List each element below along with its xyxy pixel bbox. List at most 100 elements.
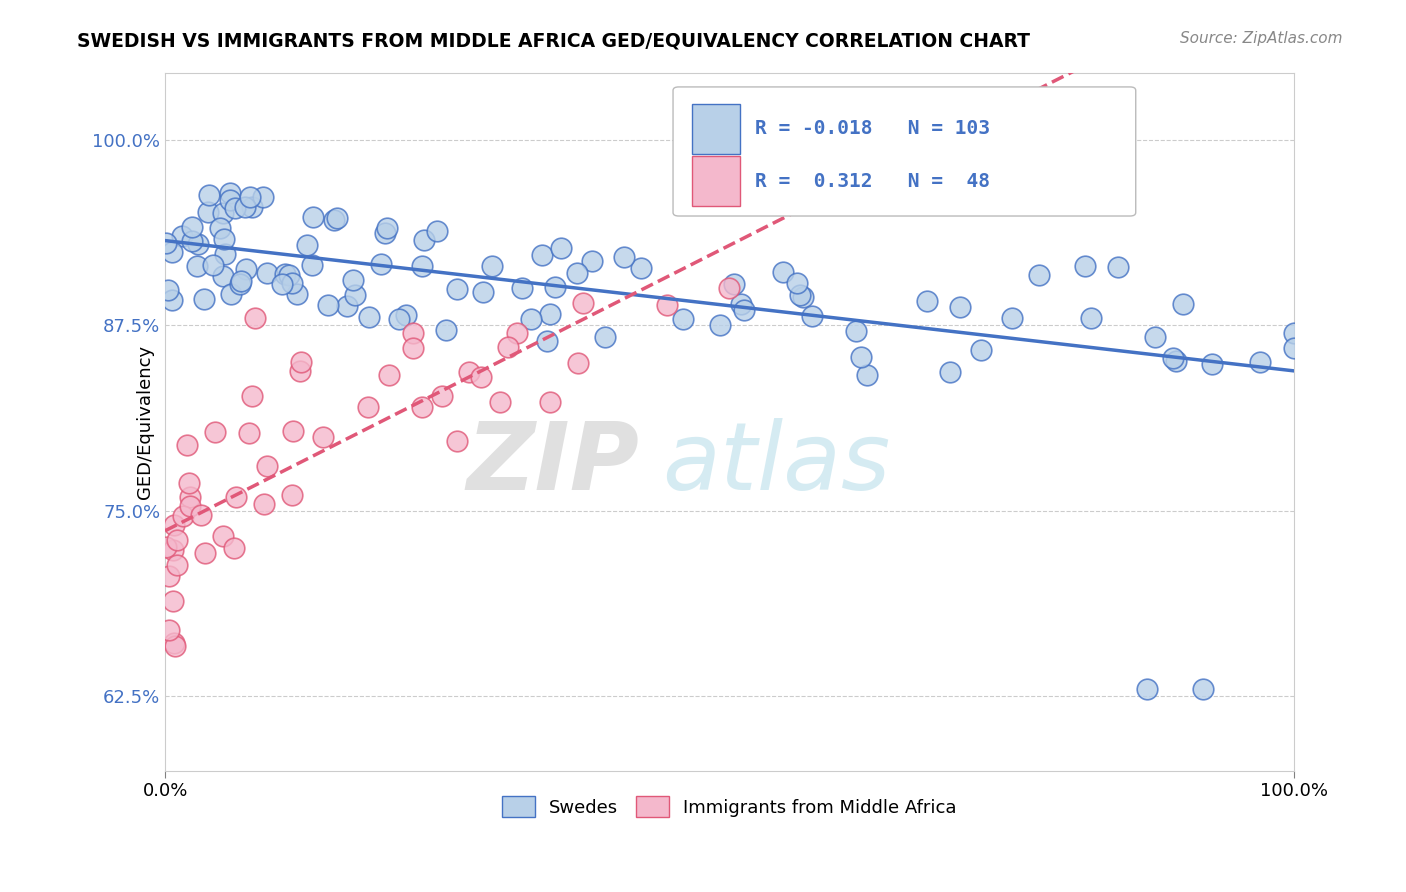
Point — [155, 235, 177, 250]
Point — [225, 491, 247, 505]
Point — [709, 318, 731, 333]
Point — [593, 330, 616, 344]
Point — [845, 324, 868, 338]
Point — [228, 277, 250, 291]
Point — [160, 293, 183, 307]
Point — [536, 334, 558, 349]
Point — [202, 258, 225, 272]
Point — [531, 247, 554, 261]
Point — [772, 265, 794, 279]
Point — [342, 273, 364, 287]
Point — [212, 232, 235, 246]
Point — [312, 430, 335, 444]
Point — [402, 341, 425, 355]
Point — [156, 283, 179, 297]
Point — [172, 229, 194, 244]
Point — [162, 543, 184, 558]
Point — [181, 234, 204, 248]
Point — [571, 296, 593, 310]
Point — [179, 490, 201, 504]
Point — [370, 257, 392, 271]
Point — [718, 281, 741, 295]
Point — [1161, 351, 1184, 365]
FancyBboxPatch shape — [673, 87, 1136, 216]
Point — [274, 267, 297, 281]
Point — [290, 364, 312, 378]
Point — [239, 189, 262, 203]
FancyBboxPatch shape — [692, 103, 740, 154]
Point — [786, 276, 808, 290]
Point — [157, 623, 180, 637]
Point — [253, 497, 276, 511]
Point — [344, 288, 367, 302]
Point — [357, 400, 380, 414]
Point — [544, 279, 567, 293]
Point — [939, 366, 962, 380]
Point — [789, 288, 811, 302]
Point — [538, 394, 561, 409]
Point — [1282, 341, 1305, 355]
Point — [1249, 355, 1271, 369]
Point — [278, 268, 301, 282]
Point — [411, 401, 433, 415]
Point — [155, 540, 177, 554]
Point — [316, 298, 339, 312]
Point — [375, 221, 398, 235]
Point — [163, 518, 186, 533]
Point — [520, 311, 543, 326]
Point — [434, 323, 457, 337]
Point — [970, 343, 993, 358]
Text: SWEDISH VS IMMIGRANTS FROM MIDDLE AFRICA GED/EQUIVALENCY CORRELATION CHART: SWEDISH VS IMMIGRANTS FROM MIDDLE AFRICA… — [77, 31, 1031, 50]
Point — [177, 476, 200, 491]
Text: ZIP: ZIP — [467, 417, 640, 509]
Point — [197, 204, 219, 219]
Point — [193, 293, 215, 307]
Point — [413, 233, 436, 247]
Point — [176, 438, 198, 452]
Point — [208, 220, 231, 235]
Point — [235, 261, 257, 276]
Point — [165, 640, 187, 654]
Point — [181, 220, 204, 235]
Text: Source: ZipAtlas.com: Source: ZipAtlas.com — [1180, 31, 1343, 46]
Point — [325, 211, 347, 225]
Point — [387, 312, 409, 326]
Point — [256, 267, 278, 281]
Point — [733, 302, 755, 317]
Point — [458, 365, 481, 379]
Point — [1080, 310, 1102, 325]
Point — [1166, 354, 1188, 368]
Point — [506, 326, 529, 340]
Point — [219, 193, 242, 207]
Point — [470, 370, 492, 384]
Point — [224, 201, 246, 215]
Point — [281, 488, 304, 502]
Point — [238, 426, 260, 441]
Point — [613, 250, 636, 264]
Point — [1282, 326, 1305, 340]
Point — [240, 200, 263, 214]
Point — [792, 290, 814, 304]
Point — [302, 210, 325, 224]
Point — [301, 258, 323, 272]
Point — [166, 558, 188, 572]
Point — [915, 293, 938, 308]
Point — [211, 268, 233, 283]
Point — [323, 213, 346, 227]
Point — [1107, 260, 1129, 275]
Point — [801, 310, 824, 324]
Point — [411, 259, 433, 273]
Point — [550, 241, 572, 255]
Point — [672, 312, 695, 326]
Point — [730, 297, 752, 311]
Point — [359, 310, 381, 325]
Point — [395, 308, 418, 322]
Point — [374, 226, 396, 240]
Point — [281, 424, 304, 438]
Point — [723, 277, 745, 291]
Point — [172, 509, 194, 524]
Point — [240, 389, 263, 403]
Point — [630, 260, 652, 275]
Point — [204, 425, 226, 439]
Point — [162, 594, 184, 608]
